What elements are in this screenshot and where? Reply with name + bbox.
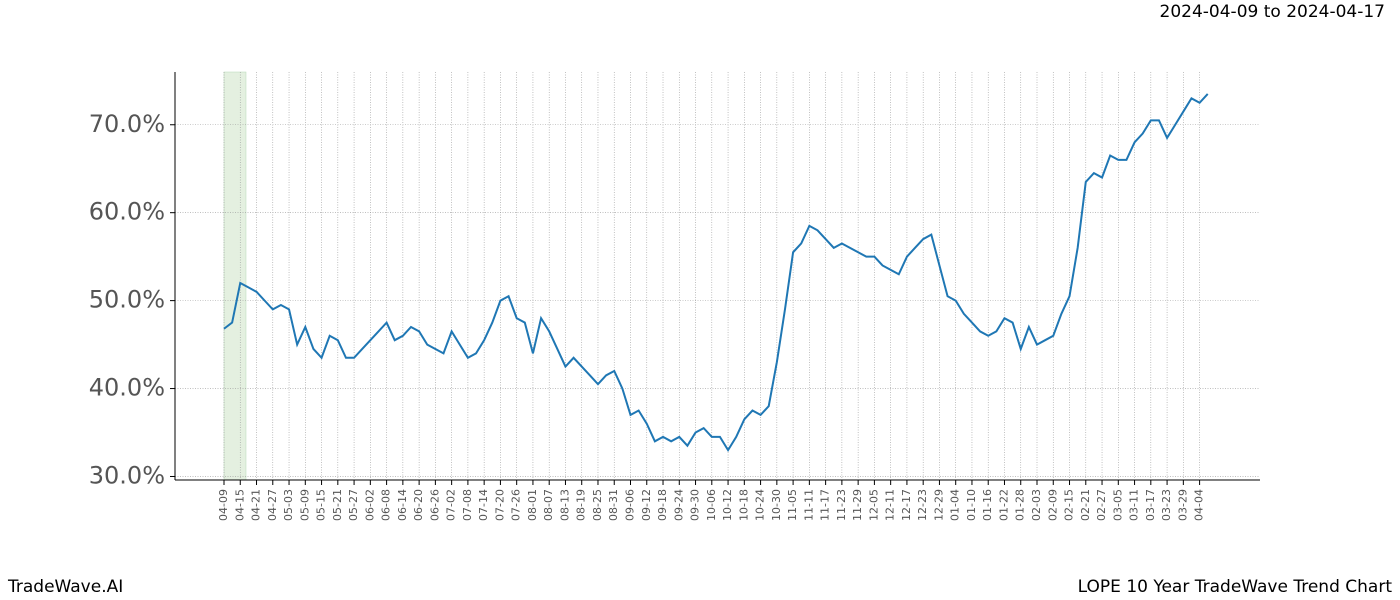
x-tick-label: 12-23 bbox=[916, 489, 929, 521]
trend-line bbox=[223, 93, 1209, 453]
x-tick-label: 11-29 bbox=[851, 489, 864, 521]
x-tick-label: 11-23 bbox=[835, 489, 848, 521]
x-tick-label: 05-03 bbox=[282, 489, 295, 521]
x-tick-label: 08-13 bbox=[558, 489, 571, 521]
x-tick-label: 10-12 bbox=[721, 489, 734, 521]
y-tick-label: 70.0% bbox=[89, 110, 165, 138]
x-tick-label: 04-09 bbox=[217, 489, 230, 521]
x-tick-label: 12-11 bbox=[884, 489, 897, 521]
x-tick-label: 06-20 bbox=[412, 489, 425, 521]
x-tick-label: 05-27 bbox=[347, 489, 360, 521]
x-tick-label: 04-21 bbox=[250, 489, 263, 521]
y-tick-label: 60.0% bbox=[89, 198, 165, 226]
x-tick-label: 01-22 bbox=[997, 489, 1010, 521]
x-tick-label: 08-01 bbox=[526, 489, 539, 521]
x-tick-label: 09-30 bbox=[689, 489, 702, 521]
y-tick-label: 50.0% bbox=[89, 286, 165, 314]
x-tick-label: 07-08 bbox=[461, 489, 474, 521]
x-tick-label: 12-05 bbox=[867, 489, 880, 521]
highlight-band bbox=[223, 71, 247, 481]
x-tick-label: 06-02 bbox=[363, 489, 376, 521]
x-tick-label: 08-25 bbox=[591, 489, 604, 521]
x-tick-label: 02-15 bbox=[1063, 489, 1076, 521]
x-tick-label: 02-09 bbox=[1046, 489, 1059, 521]
x-tick-label: 10-24 bbox=[754, 489, 767, 521]
x-tick-label: 06-08 bbox=[380, 489, 393, 521]
x-tick-label: 08-31 bbox=[607, 489, 620, 521]
x-tick-label: 03-29 bbox=[1176, 489, 1189, 521]
x-tick-label: 10-18 bbox=[737, 489, 750, 521]
x-tick-label: 08-19 bbox=[575, 489, 588, 521]
x-tick-label: 03-17 bbox=[1144, 489, 1157, 521]
x-tick-label: 04-04 bbox=[1193, 489, 1206, 521]
x-tick-label: 06-26 bbox=[428, 489, 441, 521]
x-tick-label: 12-29 bbox=[932, 489, 945, 521]
x-tick-label: 03-11 bbox=[1128, 489, 1141, 521]
x-tick-label: 09-12 bbox=[640, 489, 653, 521]
x-tick-label: 02-21 bbox=[1079, 489, 1092, 521]
x-tick-label: 07-26 bbox=[510, 489, 523, 521]
x-tick-label: 07-02 bbox=[445, 489, 458, 521]
x-tick-label: 06-14 bbox=[396, 489, 409, 521]
x-tick-label: 05-21 bbox=[331, 489, 344, 521]
y-tick-label: 30.0% bbox=[89, 461, 165, 489]
x-tick-label: 10-30 bbox=[770, 489, 783, 521]
x-tick-label: 05-09 bbox=[298, 489, 311, 521]
x-tick-label: 08-07 bbox=[542, 489, 555, 521]
x-tick-label: 04-27 bbox=[266, 489, 279, 521]
chart-caption: LOPE 10 Year TradeWave Trend Chart bbox=[1078, 577, 1393, 597]
brand: TradeWave.AI bbox=[7, 577, 123, 597]
x-tick-label: 11-05 bbox=[786, 489, 799, 521]
x-tick-label: 03-23 bbox=[1160, 489, 1173, 521]
x-tick-label: 10-06 bbox=[705, 489, 718, 521]
x-tick-label: 09-18 bbox=[656, 489, 669, 521]
x-tick-label: 09-24 bbox=[672, 489, 685, 521]
y-tick-label: 40.0% bbox=[89, 374, 165, 402]
date-range: 2024-04-09 to 2024-04-17 bbox=[1160, 2, 1385, 22]
x-tick-label: 01-04 bbox=[949, 489, 962, 521]
x-tick-label: 03-05 bbox=[1111, 489, 1124, 521]
x-tick-label: 02-27 bbox=[1095, 489, 1108, 521]
x-tick-label: 07-14 bbox=[477, 489, 490, 521]
x-tick-label: 01-10 bbox=[965, 489, 978, 521]
x-tick-label: 04-15 bbox=[233, 489, 246, 521]
x-tick-label: 09-06 bbox=[624, 489, 637, 521]
x-tick-label: 07-20 bbox=[493, 489, 506, 521]
x-tick-label: 01-16 bbox=[981, 489, 994, 521]
x-tick-label: 12-17 bbox=[900, 489, 913, 521]
x-tick-label: 11-11 bbox=[802, 489, 815, 521]
x-tick-label: 11-17 bbox=[819, 489, 832, 521]
x-tick-label: 02-03 bbox=[1030, 489, 1043, 521]
x-tick-label: 05-15 bbox=[315, 489, 328, 521]
x-tick-label: 01-28 bbox=[1014, 489, 1027, 521]
